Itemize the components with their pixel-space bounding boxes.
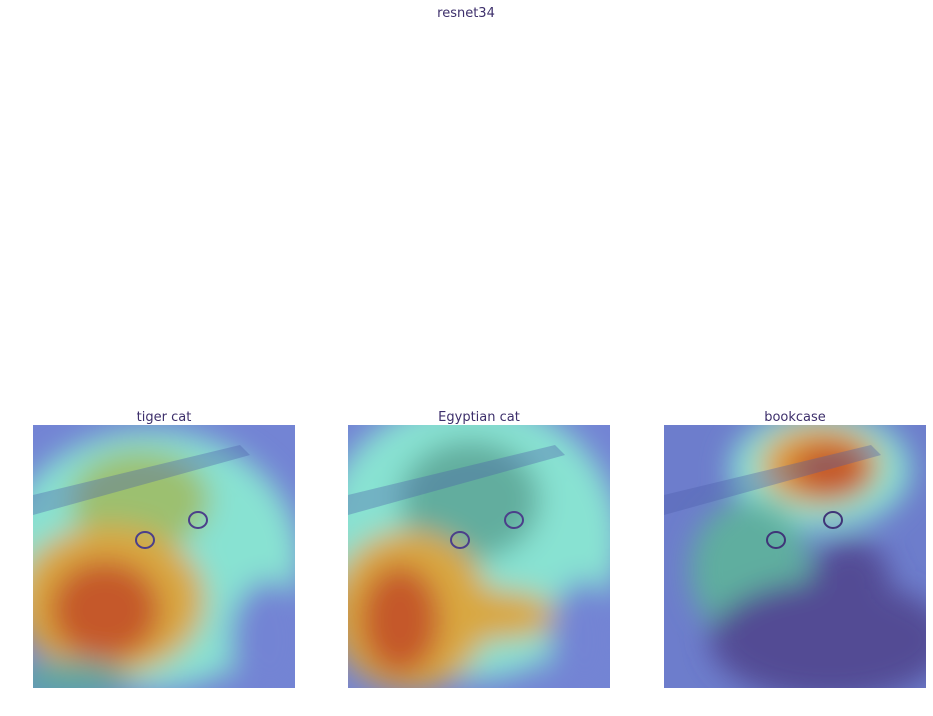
heatmap-image [664,425,926,688]
panel-title: tiger cat [137,410,192,425]
heatmap-image [348,425,610,688]
panel-title: bookcase [764,410,826,425]
figure-title: resnet34 [437,6,495,21]
heatmap-image [33,425,295,688]
panel-title: Egyptian cat [438,410,520,425]
